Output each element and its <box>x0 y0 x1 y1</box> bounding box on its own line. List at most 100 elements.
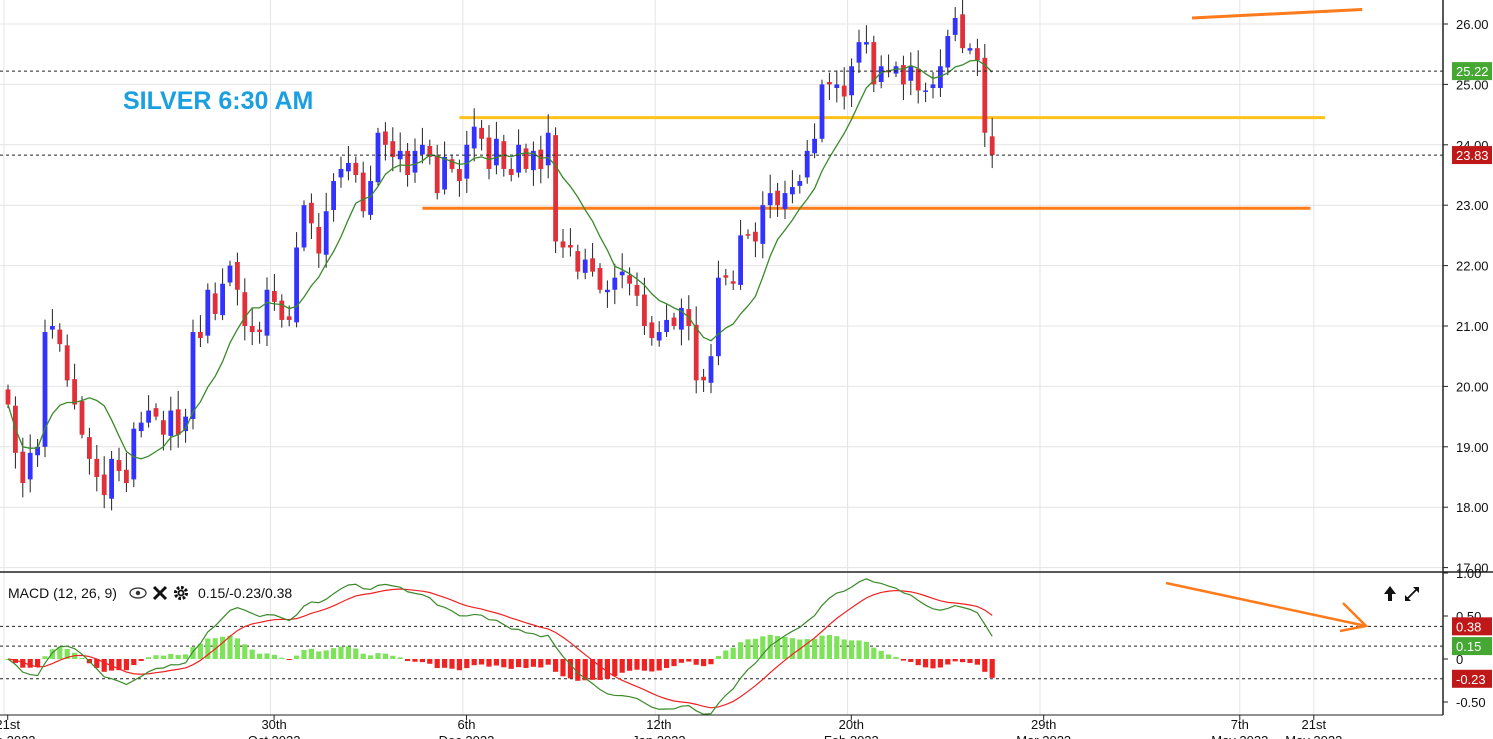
move-up-icon[interactable] <box>1384 586 1396 601</box>
macd-histogram-bar <box>915 659 921 666</box>
candle-body <box>575 251 581 272</box>
candle-body <box>35 446 40 456</box>
candle-body <box>183 416 188 432</box>
candle-body <box>161 420 166 435</box>
macd-histogram-bar <box>597 659 603 680</box>
candle-body <box>397 150 403 160</box>
candle-body <box>457 168 462 182</box>
candle-body <box>50 326 55 330</box>
macd-histogram-bar <box>471 659 477 666</box>
macd-histogram-bar <box>183 654 189 659</box>
macd-histogram-bar <box>619 659 625 673</box>
macd-histogram-bar <box>20 659 26 668</box>
macd-histogram-bar <box>227 635 233 659</box>
date-label-month: Jan 2023 <box>632 733 686 739</box>
eye-icon[interactable] <box>129 587 147 599</box>
candle-body <box>109 458 114 499</box>
date-label-day: 7th <box>1231 717 1249 732</box>
candle-body <box>627 275 632 284</box>
close-icon[interactable] <box>152 585 168 601</box>
candle-body <box>286 316 292 320</box>
candle-body <box>590 258 595 272</box>
candle-body <box>901 65 906 85</box>
sma-line <box>7 59 993 460</box>
candle-body <box>671 317 677 326</box>
candle-body <box>975 48 980 61</box>
candle-body <box>605 289 610 293</box>
candle-body <box>434 155 440 194</box>
macd-histogram-bar <box>190 647 196 659</box>
macd-histogram-bar <box>826 635 832 659</box>
macd-histogram-bar <box>560 659 566 677</box>
date-label-day: 6th <box>457 717 475 732</box>
candle-body <box>864 42 869 45</box>
macd-histogram-bar <box>590 659 596 680</box>
expand-icon[interactable] <box>1405 587 1419 601</box>
candle-body <box>908 66 914 81</box>
candle-body <box>612 277 618 290</box>
macd-histogram-bar <box>94 659 100 668</box>
macd-histogram-bar <box>501 659 507 668</box>
candle-body <box>952 17 958 35</box>
macd-histogram-bar <box>641 659 647 671</box>
macd-histogram-bar <box>516 659 522 668</box>
macd-histogram-bar <box>982 659 988 672</box>
candle-body <box>190 332 196 420</box>
candle-body <box>138 422 144 432</box>
macd-histogram-bar <box>745 639 751 659</box>
macd-histogram-bar <box>886 654 892 659</box>
price-gridlines <box>0 0 1443 572</box>
candle-body <box>331 181 336 211</box>
candle-body <box>175 409 181 435</box>
candle-body <box>634 284 640 296</box>
candle-body <box>582 259 588 273</box>
macd-histogram-bar <box>782 636 788 659</box>
macd-histogram-bar <box>331 648 337 659</box>
signal-line <box>7 588 993 709</box>
candle-body <box>101 474 107 496</box>
date-label-month: Feb 2023 <box>824 733 879 739</box>
candle-body <box>753 231 758 242</box>
candle-body <box>560 241 566 248</box>
candle-body <box>264 289 270 336</box>
macd-histogram-bar <box>412 659 418 662</box>
candlestick-series <box>5 0 995 511</box>
candle-body <box>531 150 536 171</box>
macd-histogram-bar <box>264 653 270 659</box>
value-badge-label: 23.83 <box>1456 148 1489 163</box>
macd-histogram-bar <box>678 659 684 663</box>
candle-body <box>249 326 255 333</box>
moving-average-line <box>7 59 993 460</box>
macd-histogram-bar <box>323 650 329 659</box>
candle-body <box>960 14 965 49</box>
candle-body <box>812 138 817 154</box>
candle-body <box>383 131 388 145</box>
macd-histogram-bar <box>775 636 781 659</box>
macd-histogram-bar <box>656 659 662 671</box>
candle-body <box>205 289 211 336</box>
macd-histogram-bar <box>390 655 396 659</box>
macd-histogram-bar <box>234 638 240 659</box>
macd-histogram-bar <box>64 648 70 659</box>
gear-icon[interactable] <box>173 585 189 601</box>
candle-body <box>930 84 936 89</box>
candle-body <box>841 85 847 97</box>
macd-histogram-bar <box>116 659 122 671</box>
candle-body <box>5 389 11 405</box>
macd-histogram-bar <box>553 659 559 672</box>
candle-body <box>375 132 381 183</box>
macd-histogram-bar <box>789 638 795 659</box>
macd-histogram-bar <box>738 642 744 659</box>
candle-body <box>316 226 322 254</box>
value-badge <box>1452 669 1492 688</box>
macd-histogram-bar <box>168 653 174 659</box>
value-badge-label: 25.22 <box>1456 64 1489 79</box>
candle-body <box>893 66 899 74</box>
candle-body <box>353 162 359 175</box>
candle-body <box>471 126 477 149</box>
candle-body <box>915 68 921 91</box>
date-label-month: May 2023 <box>1211 733 1268 739</box>
macd-histogram-bar <box>715 655 721 659</box>
candle-body <box>405 150 410 175</box>
candle-body <box>227 265 233 283</box>
